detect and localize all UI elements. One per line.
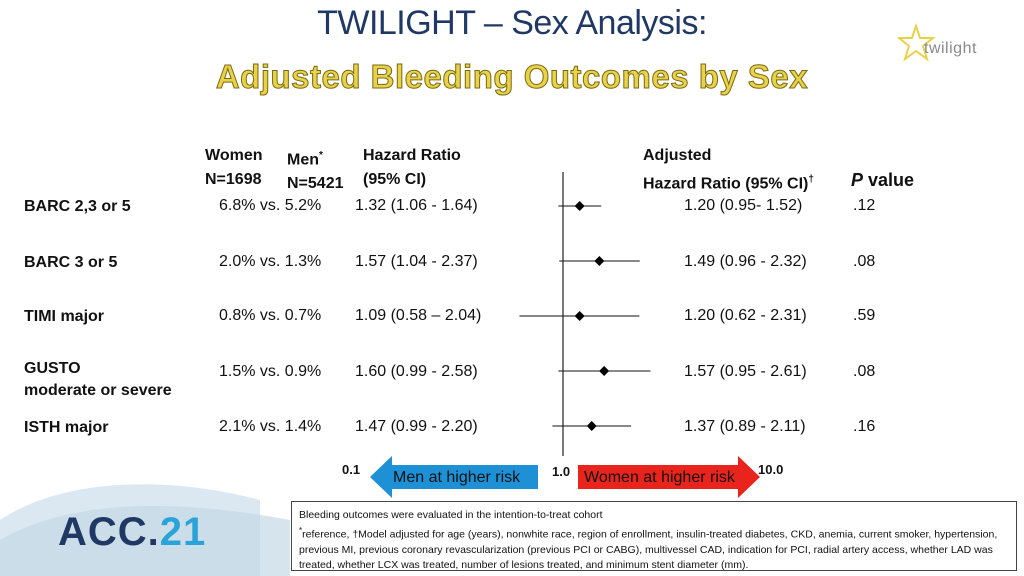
rates-cell: 1.5% vs. 0.9% — [219, 363, 322, 380]
hr-cell: 1.47 (0.99 - 2.20) — [355, 418, 478, 435]
p-value-cell: .12 — [853, 197, 876, 214]
adj-hr-cell: 1.57 (0.95 - 2.61) — [684, 363, 807, 380]
header-p-value: P value — [851, 170, 915, 190]
tick-label-low: 0.1 — [342, 462, 361, 477]
slide-subtitle: Adjusted Bleeding Outcomes by Sex — [215, 58, 809, 96]
adj-hr-cell: 1.49 (0.96 - 2.32) — [684, 253, 807, 270]
women-higher-risk-arrow-icon — [578, 456, 760, 498]
p-value-cell: .08 — [853, 253, 876, 270]
row-label-isth-major: ISTH major — [24, 419, 109, 436]
header-men: Men* N=5421 — [287, 150, 344, 193]
men-higher-risk-label: Men at higher risk — [393, 469, 521, 486]
adj-hr-cell: 1.20 (0.95- 1.52) — [684, 197, 803, 214]
p-value-cell: .16 — [853, 418, 876, 435]
hr-point-marker — [574, 311, 585, 321]
p-value-cell: .08 — [853, 363, 876, 380]
tick-label-high: 10.0 — [758, 462, 784, 477]
tick-label-mid: 1.0 — [552, 464, 571, 479]
header-adjusted-hr: Adjusted Hazard Ratio (95% CI)† — [643, 147, 814, 193]
header-hazard-ratio: Hazard Ratio (95% CI) — [363, 147, 461, 188]
acc-logo-swoosh-icon — [0, 484, 290, 576]
footnote-line-2: *reference, †Model adjusted for age (yea… — [299, 526, 998, 571]
adj-hr-cell: 1.20 (0.62 - 2.31) — [684, 307, 807, 324]
footnote-box: Bleeding outcomes were evaluated in the … — [291, 501, 1017, 571]
footnote-line-1: Bleeding outcomes were evaluated in the … — [299, 509, 603, 521]
hr-cell: 1.32 (1.06 - 1.64) — [355, 197, 478, 214]
rates-cell: 6.8% vs. 5.2% — [219, 197, 322, 214]
header-women: Women N=1698 — [205, 147, 263, 188]
row-label-timi-major: TIMI major — [24, 308, 105, 325]
hr-point-marker — [594, 256, 605, 266]
women-higher-risk-label: Women at higher risk — [584, 469, 735, 486]
twilight-logo-text: twilight — [924, 40, 977, 57]
p-value-cell: .59 — [853, 307, 876, 324]
hr-cell: 1.60 (0.99 - 2.58) — [355, 363, 478, 380]
hr-point-marker — [586, 421, 597, 431]
rates-cell: 2.0% vs. 1.3% — [219, 253, 322, 270]
adj-hr-cell: 1.37 (0.89 - 2.11) — [684, 418, 806, 435]
hr-cell: 1.57 (1.04 - 2.37) — [355, 253, 478, 270]
acc21-logo: ACC.21 — [58, 510, 207, 554]
slide-title: TWILIGHT – Sex Analysis: — [317, 4, 707, 42]
men-higher-risk-arrow-icon — [370, 456, 538, 498]
rates-cell: 2.1% vs. 1.4% — [219, 418, 322, 435]
hr-point-marker — [574, 201, 585, 211]
row-label-barc-35: BARC 3 or 5 — [24, 254, 118, 271]
hr-cell: 1.09 (0.58 – 2.04) — [355, 307, 482, 324]
row-label-gusto: GUSTO moderate or severe — [24, 360, 172, 399]
twilight-star-logo-icon — [898, 22, 936, 62]
hr-point-marker — [599, 366, 610, 376]
rates-cell: 0.8% vs. 0.7% — [219, 307, 322, 324]
row-label-barc-235: BARC 2,3 or 5 — [24, 198, 131, 215]
